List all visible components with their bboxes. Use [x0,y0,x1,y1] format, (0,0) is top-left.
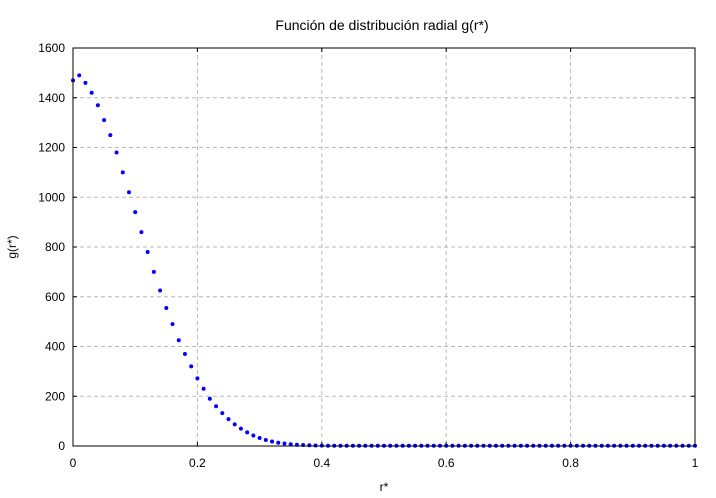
y-tick-label: 200 [45,389,65,403]
x-tick-label: 0.8 [562,456,579,470]
data-point [251,433,256,438]
x-tick-label: 0 [70,456,77,470]
data-point [270,439,275,444]
data-point [214,404,219,409]
data-point [95,103,100,108]
y-tick-label: 800 [45,240,65,254]
data-point [263,438,268,443]
data-point [288,442,293,447]
y-tick-label: 600 [45,290,65,304]
data-point [207,396,212,401]
x-tick-label: 0.2 [189,456,206,470]
y-tick-label: 1400 [38,91,65,105]
data-points [71,73,697,448]
data-point [245,430,250,435]
data-point [151,269,156,274]
data-point [176,338,181,343]
y-tick-label: 1600 [38,41,65,55]
data-point [226,417,231,422]
data-point [89,90,94,95]
x-tick-label: 0.4 [313,456,330,470]
data-point [189,364,194,369]
data-point [139,230,144,235]
data-point [133,210,138,215]
data-point [307,443,312,448]
plot-frame [72,47,696,447]
y-tick-label: 400 [45,340,65,354]
data-point [170,322,175,327]
data-point [108,133,113,138]
data-point [232,422,237,427]
y-axis-label: g(r*) [5,235,19,258]
data-point [182,351,187,356]
data-point [282,441,287,446]
data-point [158,288,163,293]
data-point [276,440,281,445]
grid-lines [73,48,695,446]
x-axis-ticks: 0 0.2 0.4 0.6 0.8 1 [70,48,699,470]
data-point [257,436,262,441]
data-point [238,426,243,431]
data-point [120,170,125,175]
x-tick-label: 1 [692,456,699,470]
y-axis-ticks: 0 200 400 600 800 1000 1200 1400 1600 [38,41,695,453]
data-point [126,190,131,195]
data-point [201,386,206,391]
x-tick-label: 0.6 [438,456,455,470]
data-point [220,411,225,416]
y-tick-label: 0 [58,439,65,453]
x-axis-label: r* [380,480,389,494]
chart-title: Función de distribución radial g(r*) [275,17,488,33]
data-point [145,249,150,254]
y-tick-label: 1000 [38,190,65,204]
data-point [83,80,88,85]
y-tick-label: 1200 [38,141,65,155]
data-point [114,150,119,155]
data-point [77,73,82,78]
data-point [102,118,107,123]
data-point [164,305,169,310]
data-point [195,376,200,381]
